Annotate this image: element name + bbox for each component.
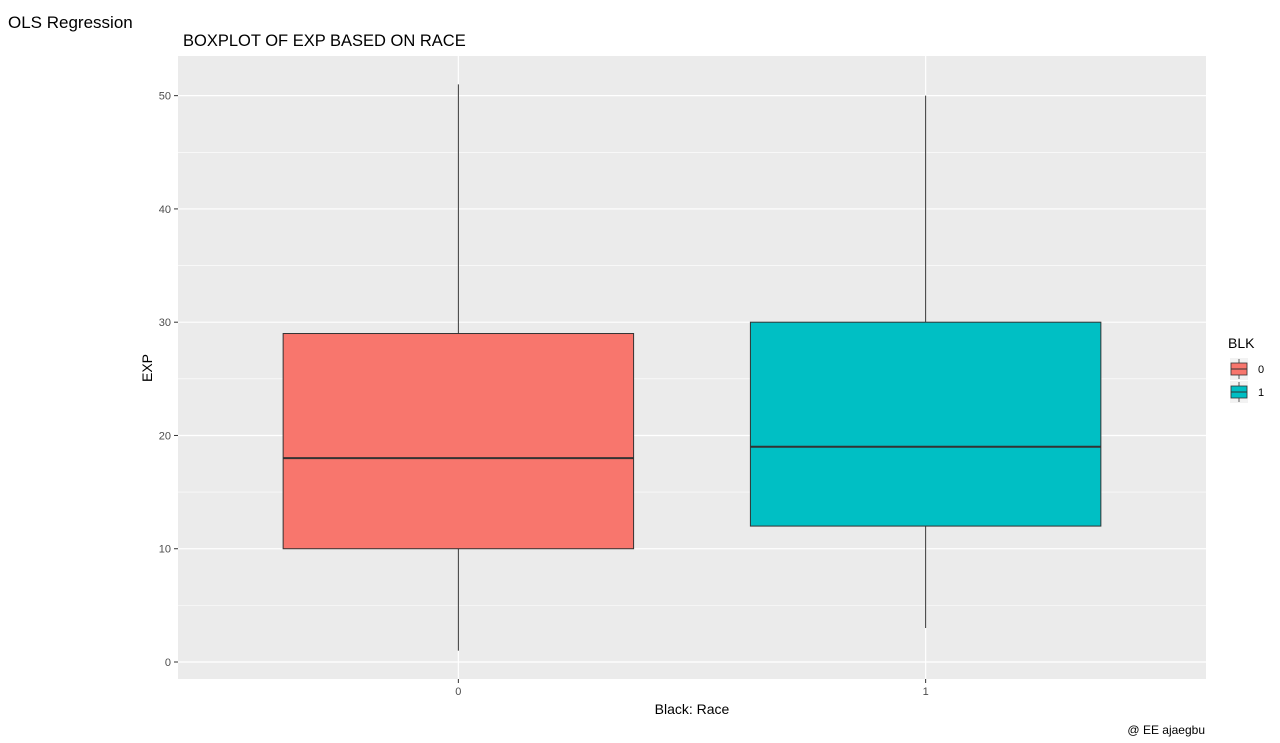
chart-caption: @ EE ajaegbu [1127, 723, 1205, 737]
y-tick-label: 20 [159, 430, 171, 442]
box-iqr [749, 321, 1102, 527]
legend-key-0: 0 [1230, 358, 1264, 380]
x-axis-label: Black: Race [655, 701, 730, 717]
y-tick-label: 40 [159, 204, 171, 216]
y-tick-label: 10 [159, 544, 171, 556]
box-group-0 [282, 84, 635, 651]
legend-key-1: 1 [1230, 381, 1264, 403]
x-tick-label: 1 [923, 686, 929, 698]
legend-label: 0 [1258, 364, 1264, 376]
legend-title: BLK [1228, 335, 1255, 351]
boxes [282, 84, 1102, 651]
y-axis-label: EXP [139, 354, 155, 382]
legend: BLK 0 1 [1228, 335, 1264, 403]
box-group-1 [749, 95, 1102, 629]
y-tick-label: 0 [165, 657, 171, 669]
window-title: OLS Regression [8, 13, 133, 32]
box-iqr [282, 333, 635, 550]
chart-title: BOXPLOT OF EXP BASED ON RACE [183, 32, 466, 50]
y-tick-label: 30 [159, 317, 171, 329]
y-tick-label: 50 [159, 91, 171, 103]
y-axis: 0 10 20 30 40 50 [159, 91, 178, 669]
x-tick-label: 0 [455, 686, 461, 698]
legend-label: 1 [1258, 387, 1264, 399]
